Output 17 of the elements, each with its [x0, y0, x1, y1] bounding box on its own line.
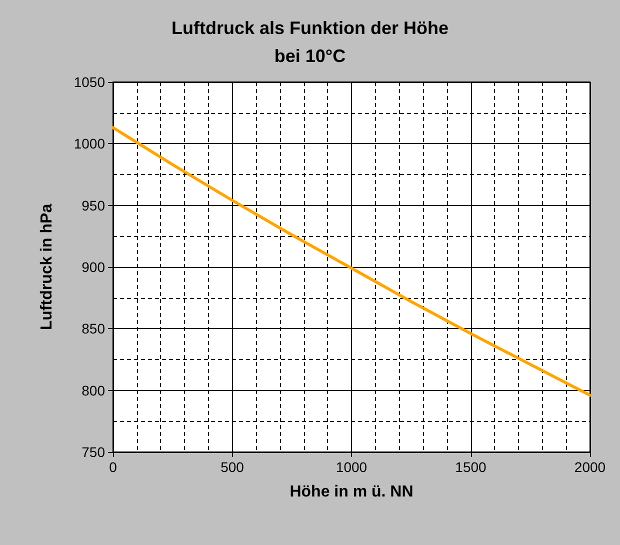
x-tick-label: 1500 — [455, 459, 487, 475]
y-tick-label: 950 — [82, 197, 106, 214]
y-tick-label: 750 — [82, 444, 106, 460]
x-axis-title: Höhe in m ü. NN — [290, 484, 414, 500]
x-tick-label: 1000 — [336, 459, 368, 475]
y-tick-label: 1000 — [74, 136, 106, 152]
x-tick-label: 2000 — [574, 459, 606, 475]
chart-subtitle: bei 10°C — [274, 46, 346, 66]
y-tick-label: 850 — [82, 320, 106, 337]
x-tick-label: 0 — [109, 459, 118, 475]
y-tick-label: 900 — [82, 259, 106, 275]
y-axis-title: Luftdruck in hPa — [38, 204, 56, 330]
y-tick-label: 1050 — [74, 74, 106, 90]
chart-title: Luftdruck als Funktion der Höhe — [171, 18, 449, 38]
x-tick-label: 500 — [220, 459, 244, 475]
y-tick-label: 800 — [82, 382, 106, 398]
line-series — [112, 126, 592, 397]
